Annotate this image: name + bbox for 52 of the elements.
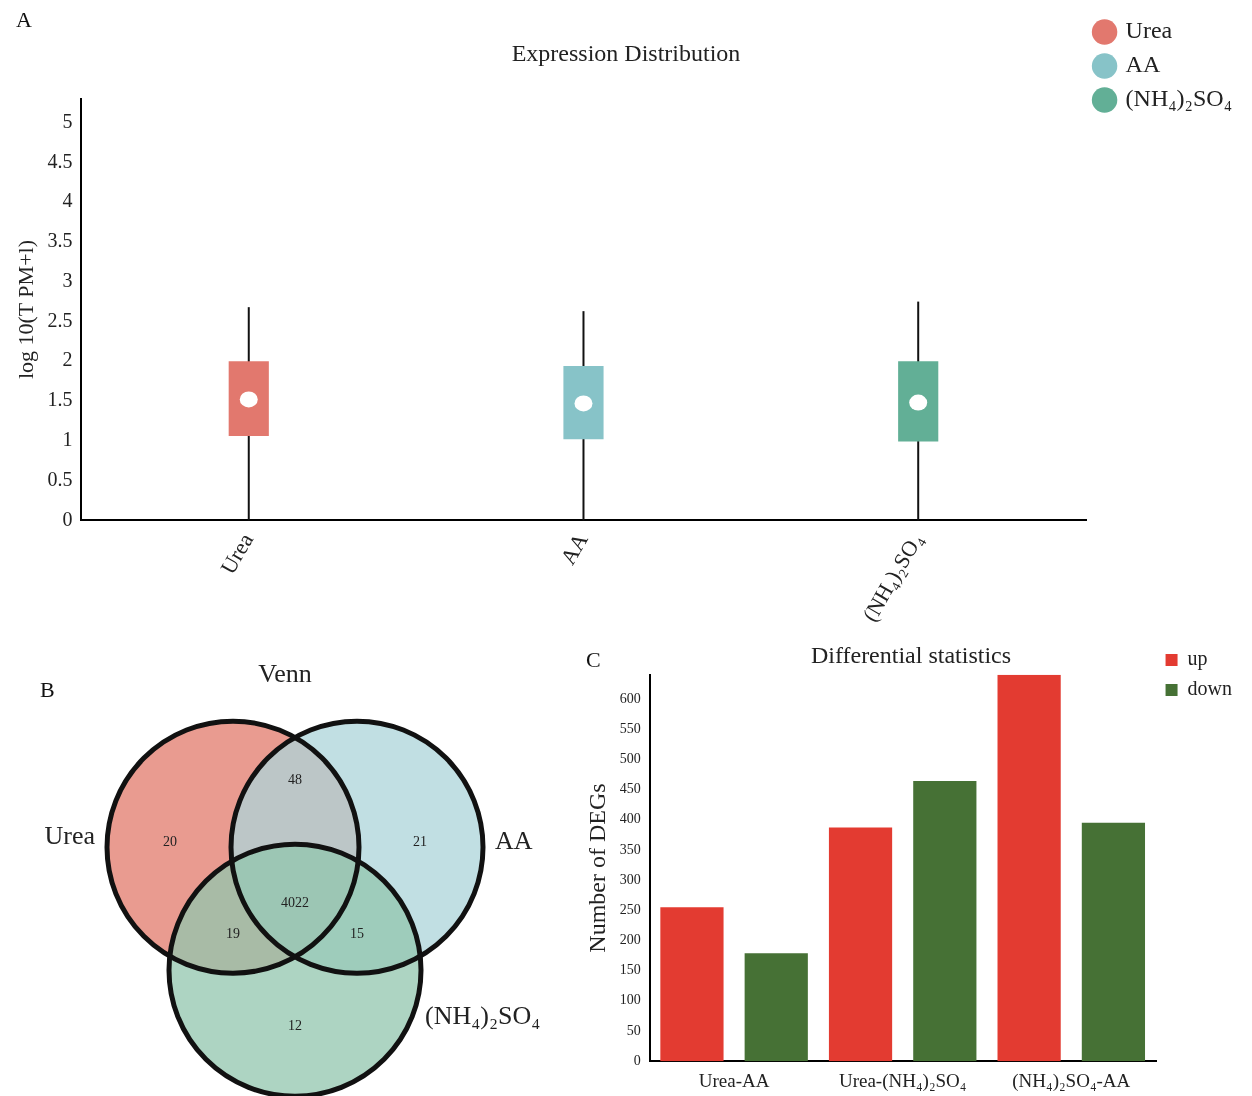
category-label: AA bbox=[495, 826, 533, 856]
category-label: Urea bbox=[44, 821, 96, 851]
x-tick-label: Urea-AA bbox=[698, 1069, 770, 1091]
y-tick-label: 4.5 bbox=[47, 149, 73, 172]
text: 12 bbox=[288, 1017, 302, 1033]
y-axis-title: log 10(T PM+l) bbox=[12, 239, 38, 380]
legend-label: AA bbox=[1125, 51, 1161, 78]
text: 19 bbox=[226, 925, 240, 941]
y-tick-label: 300 bbox=[619, 871, 641, 887]
y-tick-label: 350 bbox=[619, 841, 641, 857]
x-tick-label: AA bbox=[555, 528, 593, 569]
legend-label: up bbox=[1187, 647, 1208, 671]
y-tick-label: 3 bbox=[62, 268, 73, 291]
y-tick-label: 500 bbox=[619, 751, 641, 766]
text: 15 bbox=[350, 925, 364, 941]
category-label: (NH₄)₂SO₄ bbox=[425, 1001, 541, 1031]
chart-title: Differential statistics bbox=[810, 641, 1012, 668]
y-tick-label: 250 bbox=[619, 901, 641, 917]
y-tick-label: 2 bbox=[62, 348, 73, 371]
y-tick-label: 200 bbox=[619, 932, 641, 948]
text: 4022 bbox=[281, 894, 309, 910]
text: B bbox=[40, 676, 55, 702]
y-tick-label: 2.5 bbox=[47, 308, 73, 331]
y-tick-label: 0 bbox=[62, 507, 73, 530]
y-tick-label: 4 bbox=[62, 189, 73, 212]
y-tick-label: 3.5 bbox=[47, 229, 73, 252]
text: 20 bbox=[163, 833, 177, 849]
text: 21 bbox=[413, 833, 427, 849]
chart-title: Expression Distribution bbox=[511, 39, 741, 66]
legend-label: down bbox=[1187, 677, 1233, 700]
text: 48 bbox=[288, 771, 302, 787]
text: C bbox=[586, 646, 601, 672]
text: Venn bbox=[258, 659, 312, 689]
text: A bbox=[16, 6, 32, 32]
x-tick-label: Urea bbox=[215, 528, 259, 579]
y-tick-label: 100 bbox=[619, 992, 641, 1008]
y-tick-label: 5 bbox=[62, 109, 73, 132]
y-tick-label: 450 bbox=[619, 781, 641, 797]
y-tick-label: 400 bbox=[619, 811, 641, 827]
x-tick-label: (NH₄)₂SO₄-AA bbox=[1012, 1069, 1131, 1092]
y-tick-label: 150 bbox=[619, 962, 641, 978]
y-tick-label: 600 bbox=[619, 690, 641, 706]
y-axis-title: Number of DEGs bbox=[583, 783, 610, 953]
y-tick-label: 550 bbox=[619, 720, 641, 736]
x-tick-label: Urea-(NH₄)₂SO₄ bbox=[838, 1069, 967, 1092]
legend-label: (NH₄)₂SO₄ bbox=[1125, 85, 1233, 112]
legend-label: Urea bbox=[1125, 17, 1173, 44]
y-tick-label: 0.5 bbox=[47, 467, 73, 490]
y-tick-label: 1 bbox=[62, 428, 73, 451]
y-tick-label: 1.5 bbox=[47, 388, 73, 411]
y-tick-label: 0 bbox=[633, 1052, 641, 1068]
y-tick-label: 50 bbox=[626, 1022, 641, 1038]
